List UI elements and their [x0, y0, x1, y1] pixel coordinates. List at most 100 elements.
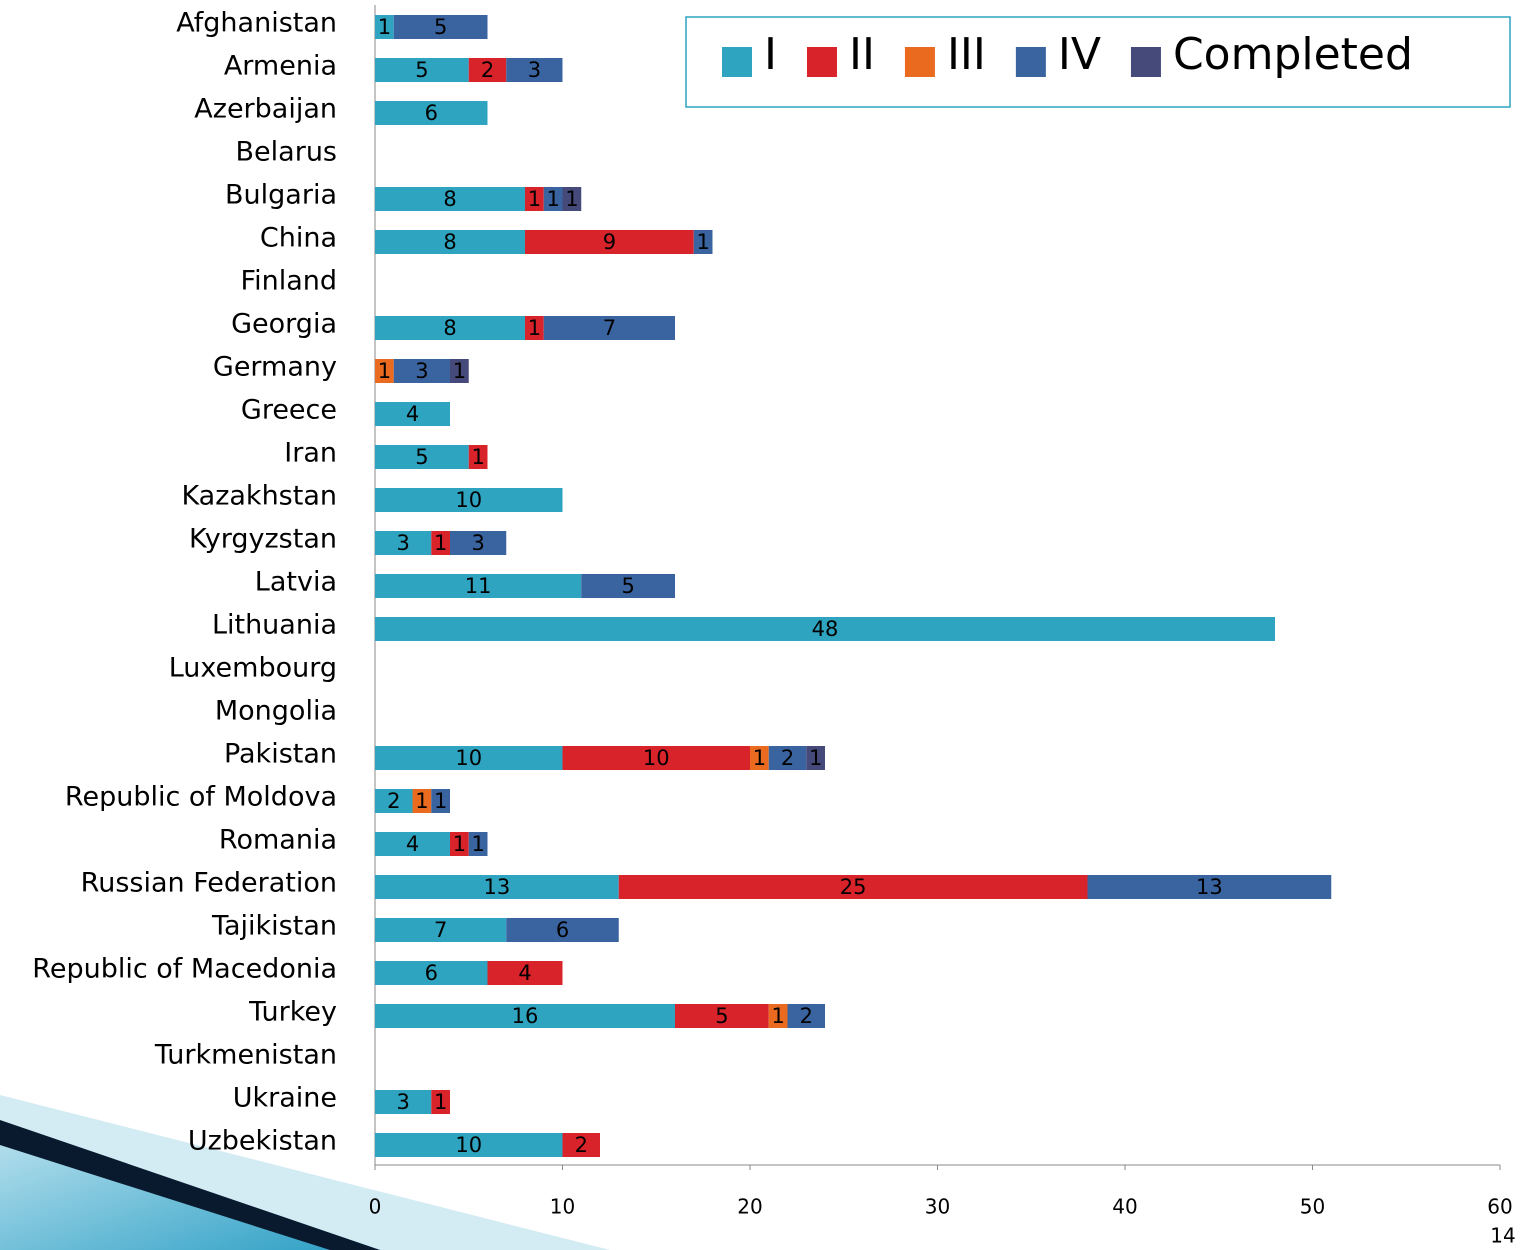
- data-label: 1: [453, 359, 466, 383]
- bar-segment: [375, 1133, 563, 1157]
- data-label: 4: [518, 961, 531, 985]
- bar-segment: [393, 359, 450, 383]
- data-label: 1: [453, 832, 466, 856]
- data-label: 5: [415, 445, 428, 469]
- y-tick-label: Afghanistan: [176, 8, 337, 39]
- y-tick-label: Republic of Macedonia: [32, 954, 337, 985]
- bar-segment: [450, 531, 507, 555]
- data-label: 3: [396, 1090, 409, 1114]
- x-tick-label: 30: [925, 1195, 950, 1219]
- y-tick-label: Azerbaijan: [194, 94, 337, 125]
- bar-segment: [562, 187, 582, 211]
- bar-segment: [375, 488, 563, 512]
- x-tick-label: 50: [1300, 1195, 1325, 1219]
- y-tick-label: Republic of Moldova: [65, 782, 337, 813]
- data-label: 7: [603, 316, 616, 340]
- data-label: 4: [406, 402, 419, 426]
- data-label: 10: [643, 746, 670, 770]
- y-tick-label: Romania: [219, 825, 337, 856]
- y-tick-label: Kazakhstan: [181, 481, 337, 512]
- bar-segment: [1087, 875, 1332, 899]
- data-label: 1: [415, 789, 428, 813]
- data-label: 5: [415, 58, 428, 82]
- bar-segment: [506, 58, 563, 82]
- data-label: 8: [443, 187, 456, 211]
- data-label: 8: [443, 230, 456, 254]
- data-label: 48: [812, 617, 839, 641]
- slide-number: 14: [1490, 1224, 1515, 1248]
- data-label: 2: [800, 1004, 813, 1028]
- data-label: 1: [434, 789, 447, 813]
- data-label: 3: [471, 531, 484, 555]
- bar-segment: [787, 1004, 825, 1028]
- data-label: 1: [696, 230, 709, 254]
- data-label: 2: [575, 1133, 588, 1157]
- data-label: 6: [425, 101, 438, 125]
- bar-segment: [375, 789, 413, 813]
- y-tick-label: Turkey: [248, 997, 337, 1028]
- bar-segment: [375, 1090, 432, 1114]
- y-tick-label: Turkmenistan: [154, 1040, 337, 1071]
- data-label: 5: [621, 574, 634, 598]
- y-tick-label: Belarus: [236, 137, 337, 168]
- data-label: 1: [809, 746, 822, 770]
- bar-segment: [768, 1004, 788, 1028]
- data-label: 7: [434, 918, 447, 942]
- y-tick-label: Russian Federation: [81, 868, 337, 899]
- data-label: 10: [455, 488, 482, 512]
- data-label: 9: [603, 230, 616, 254]
- bar-segment: [468, 58, 507, 82]
- legend-swatch: [1130, 47, 1161, 77]
- data-label: 13: [484, 875, 511, 899]
- y-tick-label: Mongolia: [215, 696, 337, 727]
- bar-segment: [375, 574, 582, 598]
- data-label: 3: [396, 531, 409, 555]
- x-tick-label: 40: [1112, 1195, 1137, 1219]
- data-label: 3: [415, 359, 428, 383]
- bar-segment: [412, 789, 432, 813]
- bar-segment: [525, 230, 694, 254]
- bar-segment: [506, 918, 619, 942]
- x-tick-label: 10: [550, 1195, 575, 1219]
- bar-segment: [468, 445, 488, 469]
- bar-segment: [375, 15, 394, 39]
- bar-segment: [525, 316, 544, 340]
- bar-segment: [375, 746, 563, 770]
- y-tick-label: Bulgaria: [225, 180, 337, 211]
- bar-segment: [581, 574, 675, 598]
- data-label: 8: [443, 316, 456, 340]
- data-label: 10: [455, 1133, 482, 1157]
- bar-segment: [431, 789, 450, 813]
- y-tick-label: Finland: [241, 266, 337, 297]
- bar-segment: [375, 961, 488, 985]
- x-tick-label: 20: [737, 1195, 762, 1219]
- y-tick-label: Georgia: [231, 309, 337, 340]
- data-label: 2: [387, 789, 400, 813]
- bar-segment: [562, 746, 750, 770]
- bar-segment: [675, 1004, 769, 1028]
- legend-label: III: [947, 29, 986, 80]
- bar-segment: [525, 187, 544, 211]
- y-tick-label: Luxembourg: [169, 653, 337, 684]
- bar-segment: [375, 187, 525, 211]
- bar-segment: [431, 531, 450, 555]
- legend-swatch: [1015, 47, 1046, 77]
- y-tick-label: Kyrgyzstan: [189, 524, 337, 555]
- bar-segment: [750, 746, 769, 770]
- bar-segment: [375, 316, 525, 340]
- data-label: 1: [471, 832, 484, 856]
- bar-segment: [375, 531, 432, 555]
- bar-segment: [431, 1090, 450, 1114]
- bar-segment: [375, 101, 488, 125]
- data-label: 2: [481, 58, 494, 82]
- legend-label: II: [849, 29, 875, 80]
- bar-segment: [375, 875, 619, 899]
- data-label: 1: [771, 1004, 784, 1028]
- data-label: 1: [528, 187, 541, 211]
- bar-segment: [375, 230, 525, 254]
- data-label: 13: [1196, 875, 1223, 899]
- y-tick-label: Lithuania: [212, 610, 337, 641]
- bar-segment: [375, 445, 469, 469]
- data-label: 1: [753, 746, 766, 770]
